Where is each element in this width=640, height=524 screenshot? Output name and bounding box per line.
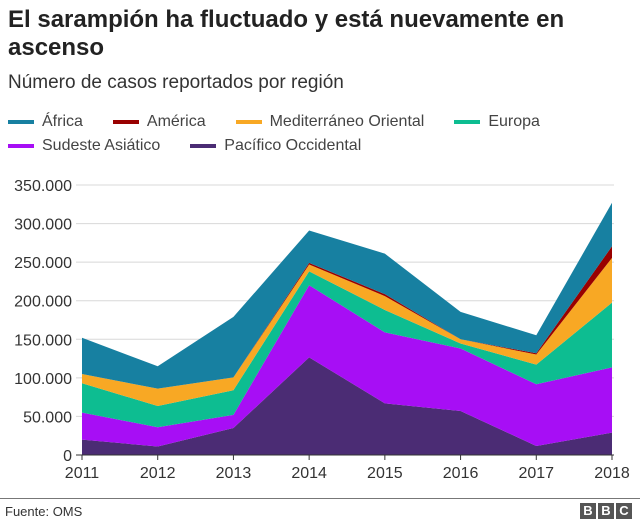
y-tick-label: 50.000 [23, 409, 72, 426]
legend-item: Pacífico Occidental [190, 137, 361, 155]
legend-label: África [42, 113, 83, 130]
chart-subtitle: Número de casos reportados por región [8, 72, 344, 93]
legend-swatch [235, 120, 262, 124]
legend-item: América [112, 113, 206, 131]
area-sudeste-asiático [82, 285, 612, 447]
legend-label: América [146, 113, 206, 130]
area-áfrica [82, 202, 612, 389]
legend-label: Europa [488, 113, 540, 130]
legend-swatch [454, 120, 481, 124]
legend-label: Pacífico Occidental [224, 137, 362, 154]
area-mediterráneo-oriental [82, 257, 612, 407]
legend-swatch [112, 120, 139, 124]
chart-title: El sarampión ha fluctuado y está nuevame… [8, 6, 565, 61]
area-europa [82, 271, 612, 428]
y-tick-label: 200.000 [14, 294, 72, 311]
legend-item: Mediterráneo Oriental [235, 113, 425, 131]
legend-label: Mediterráneo Oriental [269, 113, 425, 130]
x-tick-label: 2014 [291, 465, 327, 482]
x-tick-label: 2016 [443, 465, 479, 482]
x-tick-label: 2011 [65, 465, 100, 482]
legend-item: Europa [454, 113, 540, 131]
y-tick-label: 0 [63, 448, 72, 465]
source-note: Fuente: OMS [5, 504, 83, 519]
legend-item: Sudeste Asiático [8, 137, 160, 155]
footer-divider [0, 498, 640, 499]
y-tick-label: 150.000 [14, 332, 72, 349]
legend-label: Sudeste Asiático [42, 137, 161, 154]
legend-item: África [8, 113, 83, 131]
stacked-area-chart: 0 50.000 100.000 150.000 200.000 250.000 300.0… [14, 178, 630, 482]
x-tick-label: 2012 [140, 465, 176, 482]
x-tick-label: 2018 [594, 465, 630, 482]
x-tick-label: 2015 [367, 465, 403, 482]
area-pacífico-occidental [82, 357, 612, 455]
legend-swatch [190, 144, 217, 148]
y-tick-label: 300.000 [14, 217, 72, 234]
legend-swatch [8, 144, 34, 148]
legend-swatch [8, 120, 34, 124]
y-tick-label: 350.000 [14, 178, 72, 195]
legend-row: Sudeste Asiático Pacífico Occidental [8, 134, 638, 158]
x-tick-label: 2013 [216, 465, 252, 482]
y-tick-label: 250.000 [14, 255, 72, 272]
x-tick-label: 2017 [518, 465, 554, 482]
y-tick-label: 100.000 [14, 371, 72, 388]
legend: África América Mediterráneo Oriental Europa… [8, 110, 638, 158]
legend-row: África América Mediterráneo Oriental Europa [8, 110, 638, 134]
